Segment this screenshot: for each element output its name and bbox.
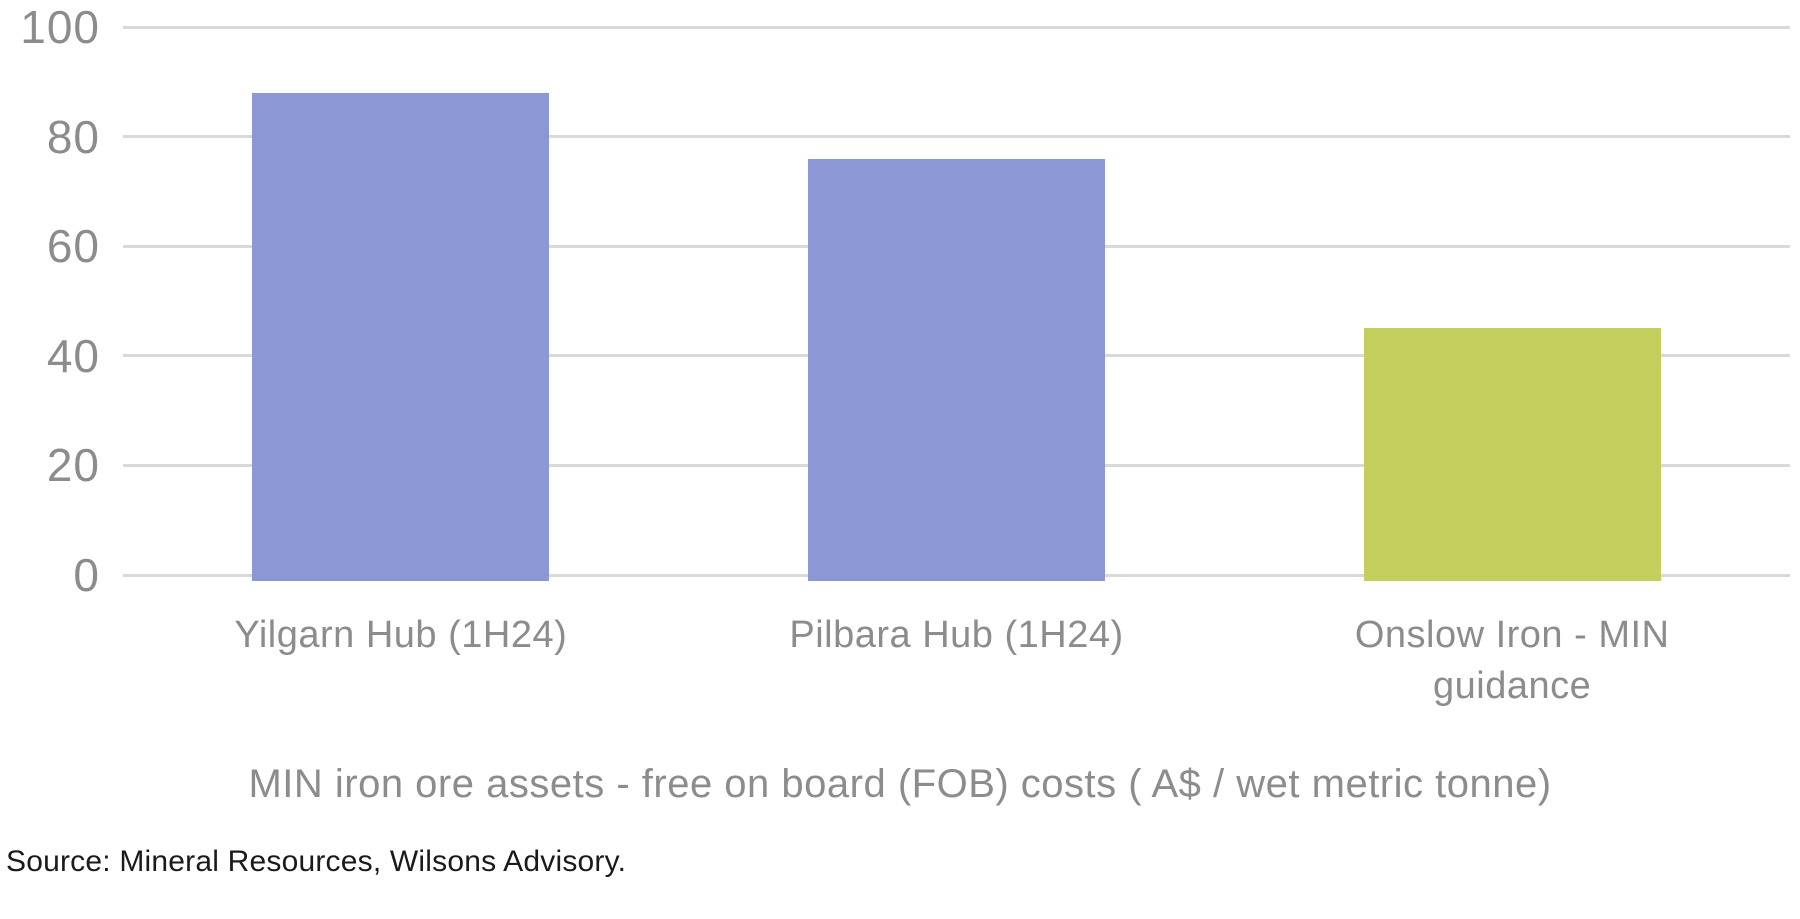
x-category-label-onslow-iron-min-guidance: Onslow Iron - MIN guidance (1354, 614, 1670, 708)
y-tick-label-100: 100 (20, 1, 100, 53)
y-tick-label-80: 80 (46, 110, 100, 163)
y-tick-label-20: 20 (46, 439, 100, 492)
gridline-100 (123, 25, 1790, 29)
y-tick-label-0: 0 (73, 549, 100, 601)
x-category-label-pilbara-hub-1h24: Pilbara Hub (1H24) (789, 614, 1124, 656)
y-tick-label-60: 60 (46, 220, 100, 273)
bar-pilbara-hub-1h24 (807, 158, 1106, 581)
gridline-80 (123, 135, 1790, 139)
source-note: Source: Mineral Resources, Wilsons Advis… (6, 845, 627, 878)
y-tick-label-40: 40 (46, 329, 100, 382)
x-category-label-yilgarn-hub-1h24: Yilgarn Hub (1H24) (234, 614, 568, 656)
bar-onslow-iron-min-guidance (1363, 328, 1661, 581)
chart-title: MIN iron ore assets - free on board (FOB… (248, 762, 1552, 806)
bar-yilgarn-hub-1h24 (252, 92, 550, 581)
